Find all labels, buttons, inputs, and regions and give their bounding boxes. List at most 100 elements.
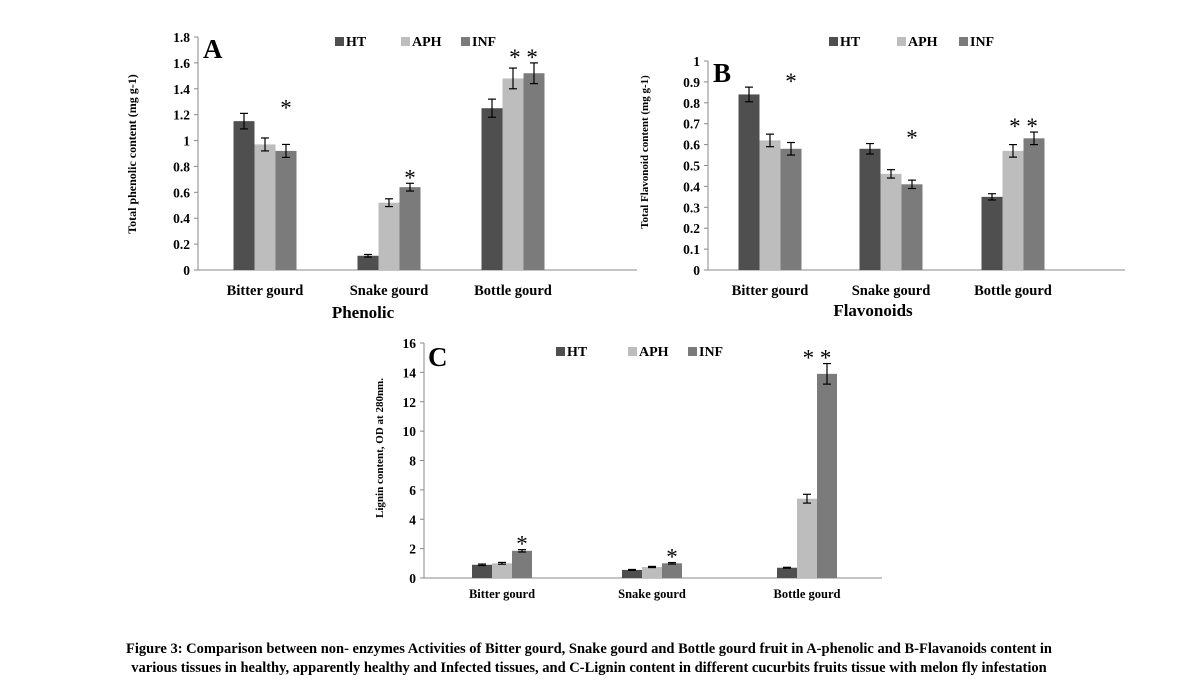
y-tick-label: 2 xyxy=(409,542,416,557)
y-tick-label: 0 xyxy=(183,263,190,278)
bar-aph xyxy=(880,173,902,270)
error-bar xyxy=(385,198,393,208)
significance-marker: * * xyxy=(509,45,538,70)
x-tick-label: Snake gourd xyxy=(350,283,429,299)
legend-label-inf: INF xyxy=(970,35,994,50)
caption-line-2: various tissues in healthy, apparently h… xyxy=(131,660,1047,676)
x-tick-label: Bitter gourd xyxy=(732,283,809,299)
x-tick-label: Bitter gourd xyxy=(227,283,304,299)
x-tick-label: Bottle gourd xyxy=(974,283,1052,299)
error-bar xyxy=(668,561,676,565)
y-tick-label: 1.6 xyxy=(173,56,190,71)
y-tick-label: 0.7 xyxy=(683,117,700,132)
legend-label-aph: APH xyxy=(412,35,442,50)
legend-swatch-aph xyxy=(897,37,906,46)
error-bar xyxy=(240,112,248,130)
error-bar xyxy=(988,193,996,201)
y-tick-label: 1.8 xyxy=(173,30,190,45)
bar-aph xyxy=(642,566,662,578)
error-bar xyxy=(745,86,753,103)
y-tick-label: 8 xyxy=(409,454,416,469)
bar-ht xyxy=(233,121,255,270)
bar-inf xyxy=(512,550,532,578)
bar-inf xyxy=(275,150,297,270)
legend-label-aph: APH xyxy=(639,345,669,360)
y-tick-label: 10 xyxy=(403,424,417,439)
x-axis-title: Phenolic xyxy=(332,303,395,322)
error-bar xyxy=(787,141,795,156)
figure-canvas: 0 0.2 0.4 0.6 0.8 1 1.2 1.4 1.6 1.8 Bitter gourd Sn… xyxy=(125,30,1125,601)
bar-ht xyxy=(981,196,1003,270)
y-tick-label: 1.2 xyxy=(173,108,190,123)
bar-inf xyxy=(780,148,802,270)
y-tick-label: 0.8 xyxy=(173,159,190,174)
error-bar xyxy=(364,253,372,258)
y-tick-label: 1.4 xyxy=(173,82,190,97)
legend-label-ht: HT xyxy=(346,35,367,50)
significance-marker: * * xyxy=(1009,114,1038,139)
legend-swatch-inf xyxy=(959,37,968,46)
error-bar xyxy=(509,67,517,90)
bar-inf xyxy=(1023,138,1045,270)
error-bar xyxy=(887,169,895,179)
bar-ht xyxy=(357,255,379,270)
error-bar xyxy=(1009,144,1017,158)
error-bar xyxy=(530,62,538,85)
significance-marker: * xyxy=(906,126,918,151)
y-axis-title: Total Flavonoid content (mg g-1) xyxy=(639,75,651,229)
x-tick-label: Snake gourd xyxy=(852,283,931,299)
bar-inf xyxy=(662,563,682,578)
significance-marker: * xyxy=(785,69,797,94)
significance-marker: * * xyxy=(803,346,832,371)
error-bar xyxy=(488,98,496,118)
y-tick-label: 0.2 xyxy=(683,221,700,236)
y-tick-label: 0.1 xyxy=(683,242,700,257)
y-tick-label: 4 xyxy=(409,512,416,527)
bar-ht xyxy=(472,564,492,578)
bar-ht xyxy=(481,108,503,270)
y-tick-label: 1 xyxy=(183,134,190,149)
panel-label: C xyxy=(428,342,448,372)
bar-ht xyxy=(738,94,760,270)
error-bar xyxy=(628,568,636,571)
y-tick-label: 6 xyxy=(409,483,416,498)
x-tick-label: Bottle gourd xyxy=(474,283,552,299)
error-bar xyxy=(783,566,791,569)
bar-inf xyxy=(399,187,421,270)
y-tick-label: 1 xyxy=(693,54,700,69)
x-tick-label: Bottle gourd xyxy=(773,587,840,601)
error-bar xyxy=(866,142,874,155)
figure-caption: Figure 3: Comparison between non- enzyme… xyxy=(0,640,1178,678)
error-bar xyxy=(766,133,774,148)
bar-ht xyxy=(777,567,797,578)
error-bar xyxy=(261,137,269,152)
y-tick-label: 0.6 xyxy=(173,185,190,200)
y-tick-label: 0 xyxy=(409,571,416,586)
x-tick-label: Bitter gourd xyxy=(469,587,535,601)
legend-label-ht: HT xyxy=(567,345,588,360)
legend-swatch-ht xyxy=(335,37,344,46)
significance-marker: * xyxy=(516,532,528,557)
legend-label-ht: HT xyxy=(840,35,861,50)
panel-label: B xyxy=(713,58,731,88)
legend-swatch-aph xyxy=(401,37,410,46)
error-bar xyxy=(518,549,526,553)
bar-inf xyxy=(817,373,837,578)
legend-swatch-aph xyxy=(628,347,637,356)
y-tick-label: 0.2 xyxy=(173,237,190,252)
bar-aph xyxy=(797,498,817,578)
y-tick-label: 12 xyxy=(403,395,417,410)
legend-label-inf: INF xyxy=(472,35,496,50)
bar-ht xyxy=(622,569,642,578)
error-bar xyxy=(908,179,916,190)
error-bar xyxy=(823,362,831,385)
panel-label: A xyxy=(203,34,223,64)
y-tick-label: 0.3 xyxy=(683,200,700,215)
bar-inf xyxy=(523,73,545,270)
y-tick-label: 0.5 xyxy=(683,159,700,174)
y-tick-label: 14 xyxy=(403,365,417,380)
bar-aph xyxy=(492,563,512,578)
error-bar xyxy=(282,143,290,158)
error-bar xyxy=(406,182,414,192)
error-bar xyxy=(498,561,506,565)
